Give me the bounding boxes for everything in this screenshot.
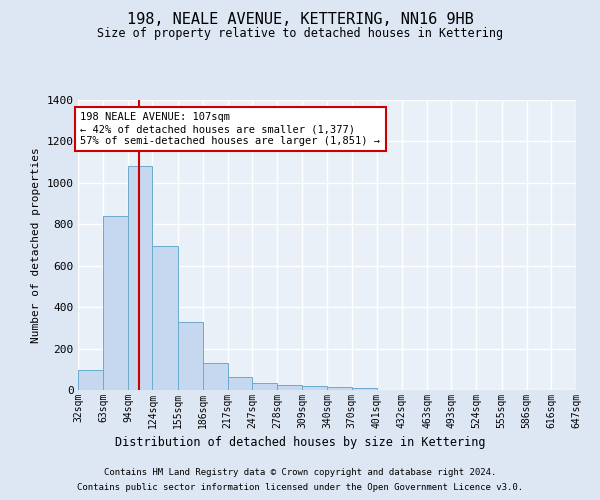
Bar	[128, 166, 152, 390]
Text: Contains public sector information licensed under the Open Government Licence v3: Contains public sector information licen…	[77, 483, 523, 492]
Text: Distribution of detached houses by size in Kettering: Distribution of detached houses by size …	[115, 436, 485, 449]
Text: 198, NEALE AVENUE, KETTERING, NN16 9HB: 198, NEALE AVENUE, KETTERING, NN16 9HB	[127, 12, 473, 28]
Bar	[203, 364, 228, 390]
Bar	[228, 378, 252, 390]
Text: Contains HM Land Registry data © Crown copyright and database right 2024.: Contains HM Land Registry data © Crown c…	[104, 468, 496, 477]
Bar	[328, 388, 352, 390]
Text: Size of property relative to detached houses in Kettering: Size of property relative to detached ho…	[97, 28, 503, 40]
Bar	[252, 382, 277, 390]
Bar	[352, 388, 377, 390]
Bar	[152, 246, 178, 390]
Text: 198 NEALE AVENUE: 107sqm
← 42% of detached houses are smaller (1,377)
57% of sem: 198 NEALE AVENUE: 107sqm ← 42% of detach…	[80, 112, 380, 146]
Bar	[302, 386, 328, 390]
Bar	[178, 322, 203, 390]
Bar	[103, 216, 128, 390]
Y-axis label: Number of detached properties: Number of detached properties	[31, 147, 41, 343]
Bar	[78, 370, 103, 390]
Bar	[277, 384, 302, 390]
